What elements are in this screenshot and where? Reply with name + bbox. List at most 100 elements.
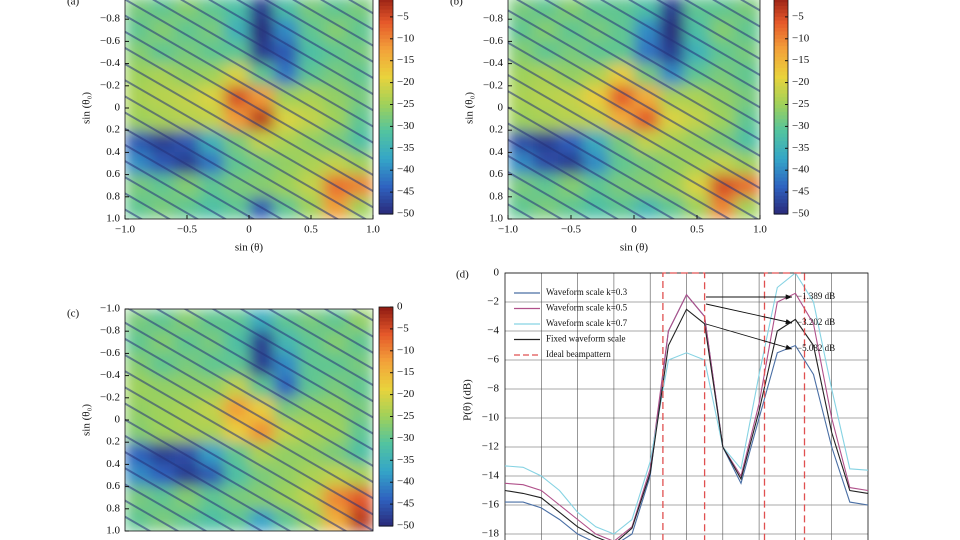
colorbar-step: [774, 111, 788, 117]
colorbar-step: [379, 35, 393, 40]
colorbar-step: [379, 482, 393, 487]
colorbar-step: [774, 71, 788, 76]
colorbar-step: [379, 515, 393, 520]
y-tick-label: 0.8: [489, 190, 503, 202]
y-axis-label: sin (θ₀): [81, 404, 93, 436]
legend-label: Waveform scale k=0.3: [546, 287, 628, 297]
colorbar-tick-label: −40: [397, 164, 415, 176]
colorbar-step: [379, 376, 393, 381]
panel-label: (d): [456, 269, 469, 281]
colorbar-step: [379, 104, 393, 109]
legend-label: Waveform scale k=0.5: [546, 303, 628, 313]
colorbar-step: [379, 383, 393, 388]
colorbar-tick-label: −5: [397, 322, 409, 334]
y-tick-label: −16: [482, 499, 500, 511]
colorbar-step: [379, 181, 393, 186]
colorbar-step: [379, 159, 393, 164]
colorbar-tick-label: −40: [397, 476, 415, 488]
colorbar-step: [774, 82, 788, 87]
colorbar-tick-label: −30: [397, 432, 415, 444]
y-tick-label: 0: [498, 102, 504, 114]
colorbar-step: [379, 68, 393, 73]
colorbar-step: [379, 496, 393, 502]
colorbar-step: [774, 192, 788, 197]
x-tick-label: −0.5: [561, 224, 581, 236]
colorbar-step: [379, 210, 393, 215]
colorbar-step: [379, 339, 393, 345]
colorbar-step: [774, 68, 788, 73]
colorbar-step: [379, 449, 393, 454]
series-line: [504, 292, 869, 540]
colorbar-tick-label: −5: [397, 10, 409, 22]
y-tick-label: 0.2: [489, 124, 503, 136]
colorbar-step: [774, 38, 788, 44]
colorbar-step: [379, 398, 393, 403]
y-tick-label: 0.6: [489, 168, 503, 180]
colorbar-tick-label: −10: [397, 32, 415, 44]
colorbar-step: [379, 358, 393, 363]
colorbar-step: [379, 38, 393, 44]
panel-label: (b): [450, 0, 463, 8]
colorbar-step: [379, 405, 393, 410]
colorbar-step: [379, 78, 393, 84]
colorbar-step: [379, 173, 393, 179]
colorbar-tick-label: −35: [397, 142, 415, 154]
y-tick-label: 1.0: [106, 213, 120, 225]
colorbar-tick-label: −50: [397, 520, 415, 532]
cells: [508, 0, 760, 219]
y-tick-label: −0.6: [100, 347, 120, 359]
colorbar-step: [774, 89, 788, 95]
x-tick-label: 1.0: [366, 224, 380, 236]
colorbar-step: [774, 166, 788, 171]
panel-label: (c): [67, 308, 80, 320]
colorbar-step: [379, 184, 393, 190]
colorbar-step: [774, 16, 788, 22]
colorbar-step: [774, 49, 788, 54]
colorbar-step: [379, 126, 393, 131]
colorbar-step: [774, 141, 788, 146]
colorbar-step: [379, 336, 393, 341]
colorbar-step: [379, 504, 393, 509]
y-tick-label: 0.6: [106, 480, 120, 492]
x-tick-label: −1.0: [115, 224, 135, 236]
colorbar-step: [774, 53, 788, 58]
colorbar-tick-label: −45: [397, 498, 415, 510]
colorbar-step: [379, 89, 393, 95]
colorbar-step: [379, 20, 393, 25]
colorbar-step: [379, 195, 393, 200]
colorbar-step: [774, 57, 788, 62]
panel-label: (a): [67, 0, 80, 8]
colorbar-step: [379, 463, 393, 469]
colorbar-step: [379, 206, 393, 211]
colorbar-step: [379, 507, 393, 512]
colorbar-step: [774, 210, 788, 215]
colorbar-step: [774, 181, 788, 186]
y-tick-label: −2: [487, 296, 499, 308]
heatmap-panel: −0.8−0.6−0.4−0.200.20.40.60.81.0−1.0 −0.5…: [67, 0, 415, 254]
y-tick-label: 0.4: [489, 146, 503, 158]
annotation-arrow: [705, 323, 793, 350]
colorbar-step: [379, 119, 393, 124]
ideal-line: [662, 272, 806, 540]
colorbar-step: [379, 445, 393, 450]
colorbar-step: [379, 100, 393, 106]
line-panel: 0 −2 −4 −6 −8 −10 −12 −14 −16 −18 Waveform scale k…: [456, 267, 869, 540]
y-tick-label: −4: [487, 325, 499, 337]
colorbar-step: [774, 2, 788, 7]
colorbar-step: [774, 78, 788, 84]
y-tick-label: −0.2: [100, 79, 120, 91]
colorbar-step: [379, 24, 393, 29]
legend-label: Waveform scale k=0.7: [546, 318, 628, 328]
colorbar-tick-label: 0: [397, 301, 403, 313]
colorbar-tick-label: −25: [397, 410, 415, 422]
colorbar-step: [774, 46, 788, 51]
colorbar-step: [379, 434, 393, 439]
colorbar-step: [379, 387, 393, 392]
colorbar-tick-label: −50: [397, 208, 415, 220]
y-tick-label: 0.6: [106, 168, 120, 180]
colorbar-step: [379, 151, 393, 157]
colorbar-step: [774, 119, 788, 124]
colorbar-tick-label: −25: [792, 98, 810, 110]
colorbar-step: [774, 24, 788, 29]
